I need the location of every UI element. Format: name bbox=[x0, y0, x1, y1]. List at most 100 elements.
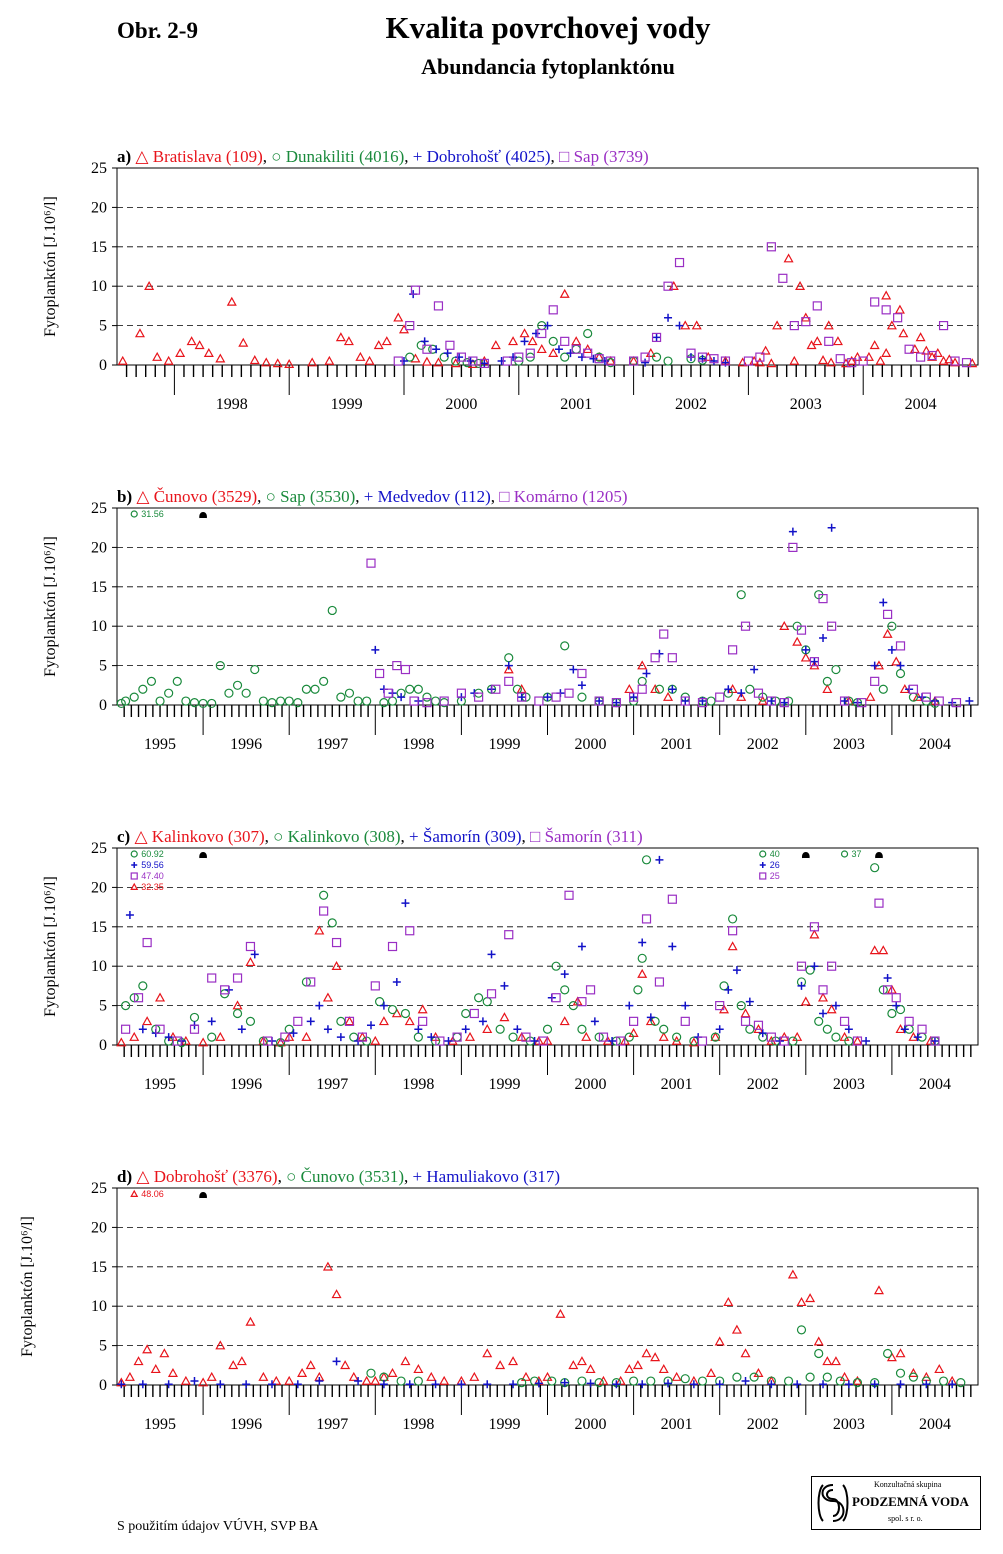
data-point bbox=[198, 1037, 209, 1047]
data-point bbox=[538, 1036, 548, 1046]
data-point bbox=[650, 1352, 661, 1362]
off-scale-annotations: 31.56 bbox=[130, 509, 207, 519]
data-point bbox=[732, 1372, 742, 1382]
data-point bbox=[370, 1375, 381, 1385]
data-point bbox=[691, 320, 702, 330]
data-point bbox=[637, 684, 647, 694]
data-point bbox=[706, 696, 716, 706]
y-tick-label: 10 bbox=[91, 958, 107, 975]
data-point bbox=[439, 696, 449, 706]
data-point bbox=[237, 1025, 246, 1034]
data-point bbox=[745, 1024, 755, 1034]
data-point bbox=[439, 1375, 450, 1385]
data-point bbox=[568, 1001, 578, 1011]
data-point bbox=[422, 344, 432, 354]
data-point bbox=[664, 313, 673, 322]
data-point bbox=[422, 692, 432, 702]
data-point bbox=[813, 1336, 824, 1346]
data-point bbox=[301, 684, 312, 694]
legend-separator: , bbox=[263, 147, 267, 166]
data-point bbox=[724, 685, 733, 694]
data-point bbox=[895, 1368, 906, 1378]
series-triangle bbox=[117, 253, 978, 369]
data-point bbox=[805, 1372, 815, 1382]
data-point bbox=[862, 1037, 871, 1046]
annotation-value: 32.35 bbox=[141, 882, 164, 892]
legend-entry: Čunovo (3529) bbox=[154, 487, 257, 506]
chart-panel-a: 0 5 10 15 20 25 Fytoplanktón [J.10⁶/l] 1998 1999… bbox=[42, 147, 979, 413]
data-point bbox=[422, 698, 432, 708]
data-point bbox=[921, 345, 932, 355]
data-point bbox=[632, 1360, 643, 1370]
data-point bbox=[641, 855, 652, 865]
data-point bbox=[245, 957, 256, 967]
data-point bbox=[258, 1371, 269, 1381]
data-point bbox=[651, 352, 662, 362]
data-point bbox=[898, 328, 909, 338]
y-tick-label: 20 bbox=[91, 539, 107, 556]
data-point bbox=[364, 355, 375, 365]
data-point bbox=[413, 1364, 424, 1374]
data-point bbox=[133, 1356, 144, 1366]
data-point bbox=[792, 636, 803, 646]
data-point bbox=[444, 1037, 453, 1046]
data-point bbox=[275, 1037, 286, 1047]
data-point bbox=[497, 357, 506, 366]
data-point bbox=[396, 1376, 406, 1386]
data-point bbox=[743, 356, 754, 366]
data-point bbox=[624, 1032, 634, 1042]
data-point bbox=[362, 696, 372, 706]
data-point bbox=[224, 688, 234, 698]
y-tick-label: 25 bbox=[91, 500, 107, 517]
data-point bbox=[232, 1008, 243, 1019]
data-point bbox=[822, 1356, 833, 1366]
data-point bbox=[121, 1024, 131, 1034]
data-point bbox=[822, 1372, 832, 1382]
data-point bbox=[559, 288, 570, 298]
annotation-value: 59.56 bbox=[141, 860, 164, 870]
data-point bbox=[844, 1036, 854, 1046]
data-point bbox=[628, 692, 639, 702]
data-point bbox=[896, 1380, 905, 1389]
data-point bbox=[397, 693, 406, 702]
data-point bbox=[818, 992, 829, 1002]
data-point bbox=[805, 965, 815, 975]
data-point bbox=[186, 336, 197, 346]
y-tick-label: 0 bbox=[99, 1377, 107, 1394]
data-point bbox=[688, 1037, 699, 1047]
data-point bbox=[581, 1031, 592, 1041]
data-point bbox=[697, 352, 708, 362]
data-point bbox=[840, 697, 849, 706]
legend-entry: Hamuliakovo (317) bbox=[426, 1167, 560, 1186]
data-point bbox=[668, 942, 677, 951]
data-point bbox=[443, 349, 452, 358]
data-point bbox=[736, 590, 746, 600]
data-point bbox=[961, 358, 972, 368]
data-point bbox=[400, 1008, 411, 1019]
legend-separator: , bbox=[404, 147, 408, 166]
data-point bbox=[499, 1012, 510, 1022]
data-point bbox=[818, 355, 829, 365]
data-point bbox=[882, 609, 893, 619]
data-point bbox=[755, 352, 765, 362]
data-point bbox=[576, 1356, 587, 1366]
data-point bbox=[383, 688, 393, 698]
off-scale-arrow-icon bbox=[199, 852, 207, 859]
data-point bbox=[932, 347, 943, 357]
data-point bbox=[887, 621, 897, 631]
data-point bbox=[663, 691, 674, 701]
data-point bbox=[405, 321, 415, 331]
data-point bbox=[517, 693, 526, 702]
data-point bbox=[293, 698, 303, 708]
data-point bbox=[280, 1032, 290, 1042]
data-point bbox=[284, 1375, 295, 1385]
annotation-value: 25 bbox=[770, 871, 780, 881]
data-point bbox=[870, 297, 880, 307]
data-point bbox=[594, 696, 604, 706]
data-point bbox=[600, 357, 609, 366]
data-point bbox=[909, 344, 920, 354]
legend-entry: Šamorín (309) bbox=[423, 827, 522, 846]
y-tick-label: 10 bbox=[91, 618, 107, 635]
data-point bbox=[327, 918, 337, 928]
data-point bbox=[542, 1024, 553, 1034]
